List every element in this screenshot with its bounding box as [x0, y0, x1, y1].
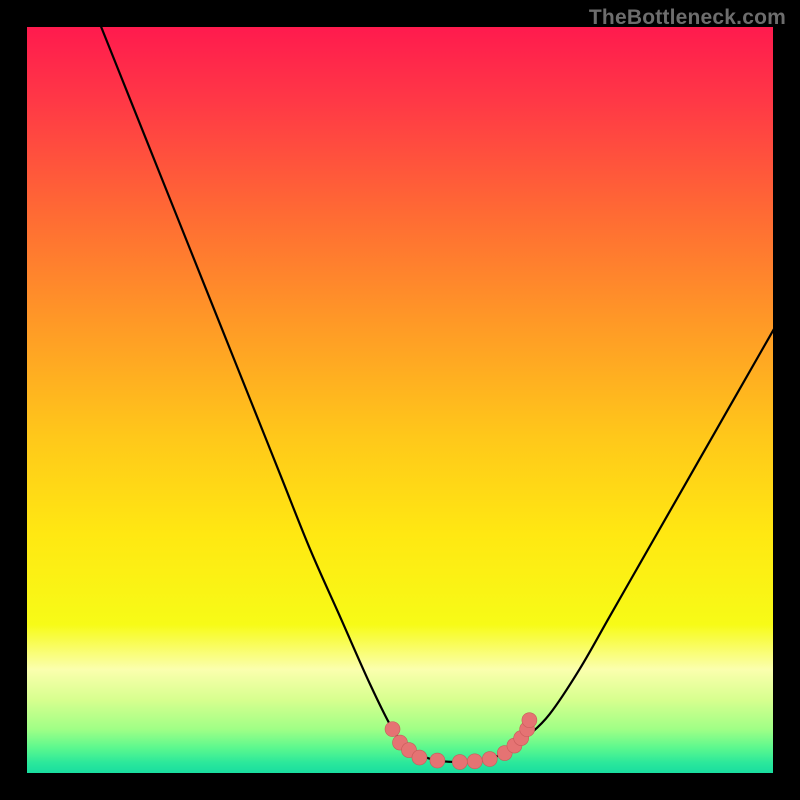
data-marker — [452, 755, 467, 770]
data-marker — [412, 750, 427, 765]
data-marker — [467, 754, 482, 769]
chart-stage: TheBottleneck.com — [0, 0, 800, 800]
chart-svg — [0, 0, 800, 800]
data-marker — [482, 752, 497, 767]
data-marker — [385, 722, 400, 737]
data-marker — [522, 713, 537, 728]
data-marker — [430, 753, 445, 768]
